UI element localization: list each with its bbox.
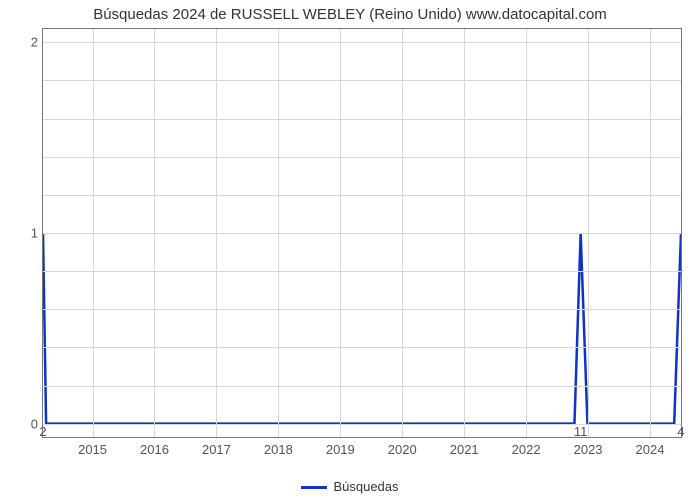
gridline-v <box>340 29 341 437</box>
x-tick-label: 2019 <box>326 442 355 457</box>
extra-tick-label: 2 <box>39 424 46 439</box>
gridline-h <box>43 80 681 81</box>
gridline-v <box>526 29 527 437</box>
x-tick-label: 2021 <box>450 442 479 457</box>
series-polyline <box>43 233 681 424</box>
gridline-h <box>43 386 681 387</box>
gridline-v <box>402 29 403 437</box>
plot-area <box>42 28 682 438</box>
y-tick-label: 0 <box>8 416 38 431</box>
x-tick-label: 2017 <box>202 442 231 457</box>
x-tick-label: 2015 <box>78 442 107 457</box>
x-tick-label: 2016 <box>140 442 169 457</box>
legend-swatch <box>301 486 327 489</box>
gridline-h <box>43 157 681 158</box>
gridline-v <box>650 29 651 437</box>
x-tick-label: 2024 <box>636 442 665 457</box>
gridline-h <box>43 119 681 120</box>
gridline-v <box>216 29 217 437</box>
y-tick-label: 2 <box>8 35 38 50</box>
gridline-v <box>278 29 279 437</box>
gridline-h <box>43 271 681 272</box>
x-tick-label: 2022 <box>512 442 541 457</box>
gridline-v <box>588 29 589 437</box>
gridline-h <box>43 309 681 310</box>
legend-label: Búsquedas <box>333 479 398 494</box>
x-tick-label: 2020 <box>388 442 417 457</box>
gridline-h <box>43 233 681 234</box>
gridline-h <box>43 347 681 348</box>
chart-container: Búsquedas 2024 de RUSSELL WEBLEY (Reino … <box>0 0 700 500</box>
gridline-v <box>93 29 94 437</box>
extra-tick-label: 11 <box>574 424 588 439</box>
legend: Búsquedas <box>0 479 700 494</box>
gridline-h <box>43 195 681 196</box>
extra-tick-label: 4 <box>677 424 684 439</box>
y-tick-label: 1 <box>8 226 38 241</box>
chart-title: Búsquedas 2024 de RUSSELL WEBLEY (Reino … <box>0 6 700 23</box>
x-tick-label: 2023 <box>574 442 603 457</box>
gridline-v <box>464 29 465 437</box>
gridline-v <box>154 29 155 437</box>
x-tick-label: 2018 <box>264 442 293 457</box>
gridline-h <box>43 42 681 43</box>
